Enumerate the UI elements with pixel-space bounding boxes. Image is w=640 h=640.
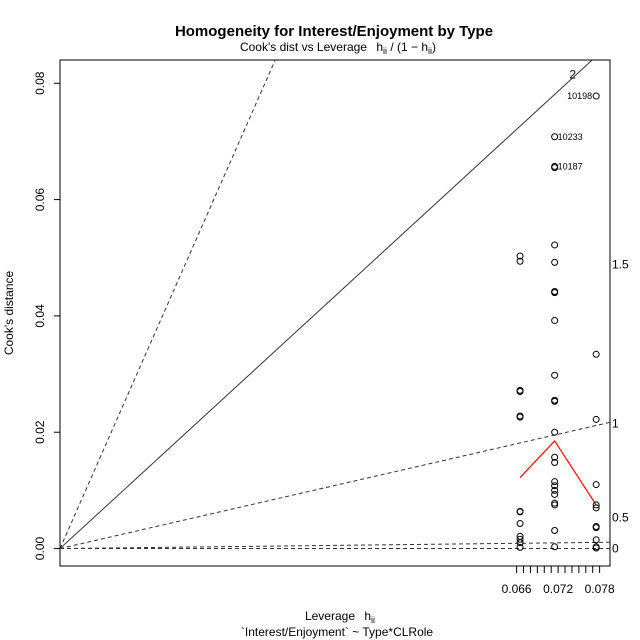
smooth-line: [519, 439, 597, 506]
y-tick-label-2: 0.04: [33, 304, 47, 328]
data-point-23: [551, 397, 559, 405]
subtitle-end: ): [432, 40, 436, 54]
data-point-40: [592, 504, 600, 512]
data-point-17: [551, 258, 559, 266]
contour-label-3: 1.5: [612, 258, 629, 272]
data-point-43: [592, 536, 600, 544]
y-axis-label: Cook's distance: [2, 271, 16, 356]
point-label-10198: 10198: [567, 91, 592, 101]
model-caption: `Interest/Enjoyment` ~ Type*CLRole: [241, 625, 434, 639]
data-point-42: [592, 524, 600, 532]
data-point-8: [516, 520, 524, 528]
contour-label-4: 2: [569, 68, 576, 82]
y-tick-label-4: 0.08: [33, 71, 47, 95]
contour-label-0: 0: [612, 542, 619, 556]
y-tick-label-0: 0.00: [33, 537, 47, 561]
point-label-10187: 10187: [558, 161, 583, 171]
data-point-36: [592, 350, 600, 358]
x-axis: 0.066 0.072 0.078: [502, 565, 615, 596]
data-points: [516, 92, 600, 552]
data-point-27: [551, 478, 559, 486]
data-point-0: [516, 252, 524, 260]
data-point-34: [551, 543, 559, 551]
contour-label-1: 0.5: [612, 511, 629, 525]
data-point-20: [551, 317, 559, 325]
data-point-1: [516, 257, 524, 265]
contour-line-4: [60, 60, 593, 549]
contour-line-2: [60, 421, 610, 550]
data-point-15: [551, 164, 559, 172]
data-point-45: [592, 544, 600, 552]
x-axis-label: Leverage hii: [305, 609, 375, 625]
y-tick-label-1: 0.02: [33, 420, 47, 444]
x-axis-label-text: Leverage: [305, 609, 355, 623]
data-point-35: [592, 92, 600, 100]
data-point-25: [551, 453, 559, 461]
smooth-line-group: [519, 439, 597, 506]
data-point-13: [551, 133, 559, 141]
y-axis: 0.00 0.02 0.04 0.06 0.08: [33, 71, 60, 560]
chart-title: Homogeneity for Interest/Enjoyment by Ty…: [175, 23, 493, 40]
data-point-21: [551, 371, 559, 379]
contour-lines: [60, 60, 610, 550]
data-point-12: [516, 543, 524, 551]
plot-box: [59, 59, 611, 567]
data-point-32: [551, 501, 559, 509]
data-point-3: [516, 388, 524, 396]
data-point-5: [516, 413, 524, 421]
chart-subtitle: Cook's dist vs Leverage hii / (1 − hii): [240, 40, 436, 56]
data-point-39: [592, 501, 600, 509]
data-point-28: [551, 482, 559, 490]
data-point-30: [551, 490, 559, 498]
point-label-10233: 10233: [558, 132, 583, 142]
subtitle-sub-2: ii: [428, 46, 432, 56]
data-point-26: [551, 458, 559, 466]
contour-label-2: 1: [612, 417, 619, 431]
contour-line-5: [60, 60, 276, 549]
data-point-29: [551, 486, 559, 494]
data-point-38: [592, 481, 600, 489]
data-point-19: [551, 289, 559, 297]
x-axis-label-sub: ii: [371, 615, 375, 625]
data-point-7: [516, 508, 524, 516]
data-point-16: [551, 241, 559, 249]
contour-line-1: [60, 541, 610, 550]
subtitle-sub: ii: [383, 46, 387, 56]
data-point-11: [516, 539, 524, 547]
contour-labels: 0 0.5 1 1.5 2: [569, 68, 629, 556]
data-point-37: [592, 415, 600, 423]
x-axis-label-h: h: [364, 609, 371, 623]
subtitle-h: h: [376, 40, 383, 54]
subtitle-prefix: Cook's dist vs Leverage: [240, 40, 367, 54]
data-point-33: [551, 527, 559, 535]
data-point-10: [516, 535, 524, 543]
x-tick-label-12: 0.078: [585, 582, 615, 596]
subtitle-rest: / (1 − h: [387, 40, 428, 54]
x-tick-label-0: 0.066: [502, 582, 532, 596]
x-tick-label-6: 0.072: [543, 582, 573, 596]
data-point-24: [551, 428, 559, 436]
point-labels: 10233 10187 10198: [558, 91, 593, 171]
y-tick-label-3: 0.06: [33, 188, 47, 212]
